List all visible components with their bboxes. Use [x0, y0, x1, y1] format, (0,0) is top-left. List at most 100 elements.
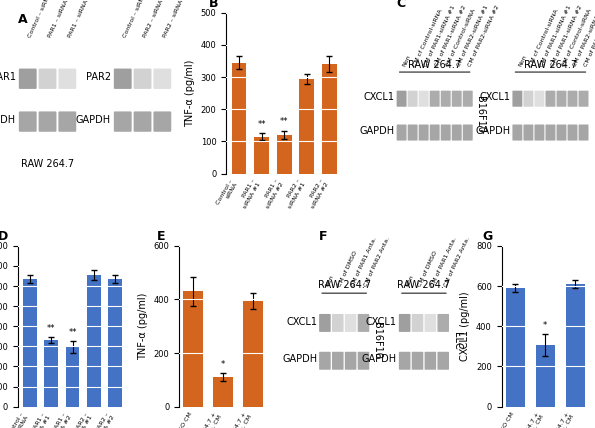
- Bar: [65, 348, 80, 407]
- Text: GAPDH: GAPDH: [76, 115, 111, 125]
- FancyBboxPatch shape: [399, 352, 411, 370]
- FancyBboxPatch shape: [437, 314, 449, 332]
- FancyBboxPatch shape: [534, 91, 544, 107]
- Text: CM of PAR2-siRNA #2: CM of PAR2-siRNA #2: [584, 4, 595, 67]
- FancyBboxPatch shape: [534, 125, 544, 140]
- Text: GAPDH: GAPDH: [282, 354, 317, 364]
- Text: **: **: [68, 328, 77, 337]
- FancyBboxPatch shape: [134, 111, 152, 132]
- Text: D: D: [0, 230, 8, 243]
- Text: PAR2: PAR2: [86, 72, 111, 82]
- FancyBboxPatch shape: [345, 314, 356, 332]
- Text: GAPDH: GAPDH: [0, 115, 16, 125]
- Text: CM of DMSO: CM of DMSO: [338, 250, 359, 288]
- Text: Non: Non: [402, 54, 412, 67]
- Text: CM of PAR1-siRNA #2: CM of PAR1-siRNA #2: [435, 4, 468, 67]
- FancyBboxPatch shape: [568, 91, 578, 107]
- Text: RAW 264.7: RAW 264.7: [524, 59, 577, 69]
- Y-axis label: TNF-α (pg/ml): TNF-α (pg/ml): [138, 293, 148, 360]
- Text: RAW 264.7: RAW 264.7: [397, 280, 450, 290]
- Text: CM of PAR2 Anta.: CM of PAR2 Anta.: [364, 236, 391, 288]
- FancyBboxPatch shape: [430, 125, 440, 140]
- FancyBboxPatch shape: [463, 125, 472, 140]
- FancyBboxPatch shape: [134, 68, 152, 89]
- Bar: [299, 79, 314, 174]
- FancyBboxPatch shape: [58, 68, 76, 89]
- FancyBboxPatch shape: [399, 314, 411, 332]
- Text: *: *: [221, 360, 225, 369]
- Text: B16F10: B16F10: [372, 322, 383, 359]
- Text: **: **: [47, 324, 55, 333]
- Bar: [243, 301, 262, 407]
- Text: LLC: LLC: [452, 332, 462, 349]
- FancyBboxPatch shape: [39, 68, 57, 89]
- Text: **: **: [257, 119, 266, 128]
- FancyBboxPatch shape: [58, 111, 76, 132]
- Text: CM of PAR1-siRNA #1: CM of PAR1-siRNA #1: [540, 4, 572, 67]
- FancyBboxPatch shape: [397, 125, 406, 140]
- Text: CM cf Control-siRNA: CM cf Control-siRNA: [528, 8, 559, 67]
- Text: PAR1 – siRNA #2: PAR1 – siRNA #2: [67, 0, 94, 39]
- FancyBboxPatch shape: [39, 111, 57, 132]
- Text: CM cf Control-siRNA: CM cf Control-siRNA: [412, 8, 444, 67]
- FancyBboxPatch shape: [430, 91, 440, 107]
- FancyBboxPatch shape: [437, 352, 449, 370]
- Text: RAW 264.7: RAW 264.7: [21, 158, 74, 169]
- Bar: [254, 137, 269, 174]
- Text: LLC: LLC: [591, 105, 595, 123]
- FancyBboxPatch shape: [512, 125, 522, 140]
- Text: B: B: [209, 0, 218, 9]
- Bar: [322, 64, 337, 174]
- FancyBboxPatch shape: [358, 352, 369, 370]
- FancyBboxPatch shape: [19, 68, 37, 89]
- Text: **: **: [280, 117, 289, 126]
- Text: CM of DMSO: CM of DMSO: [418, 250, 439, 288]
- Text: Non: Non: [325, 274, 335, 288]
- FancyBboxPatch shape: [578, 91, 588, 107]
- Text: RAW 264.7: RAW 264.7: [408, 59, 461, 69]
- Text: GAPDH: GAPDH: [362, 354, 397, 364]
- Text: CM of PAR2-siRNA #1: CM of PAR2-siRNA #1: [457, 4, 490, 67]
- Text: RAW 264.7: RAW 264.7: [318, 280, 371, 290]
- Bar: [87, 275, 101, 407]
- Text: GAPDH: GAPDH: [475, 126, 511, 136]
- FancyBboxPatch shape: [19, 111, 37, 132]
- FancyBboxPatch shape: [452, 125, 462, 140]
- FancyBboxPatch shape: [412, 314, 423, 332]
- Text: CM of PAR1-siRNA #1: CM of PAR1-siRNA #1: [424, 4, 456, 67]
- FancyBboxPatch shape: [114, 68, 131, 89]
- Text: CM of PAR1 Anta.: CM of PAR1 Anta.: [350, 236, 378, 288]
- Text: Non: Non: [405, 274, 415, 288]
- FancyBboxPatch shape: [463, 91, 472, 107]
- FancyBboxPatch shape: [546, 125, 555, 140]
- FancyBboxPatch shape: [319, 314, 331, 332]
- Text: Non: Non: [518, 54, 527, 67]
- Text: CM of PAR2-siRNA #2: CM of PAR2-siRNA #2: [468, 4, 501, 67]
- FancyBboxPatch shape: [524, 91, 533, 107]
- FancyBboxPatch shape: [397, 91, 406, 107]
- Text: C: C: [396, 0, 405, 9]
- FancyBboxPatch shape: [358, 314, 369, 332]
- FancyBboxPatch shape: [512, 91, 522, 107]
- Bar: [277, 135, 292, 174]
- FancyBboxPatch shape: [419, 91, 428, 107]
- Bar: [536, 345, 555, 407]
- FancyBboxPatch shape: [425, 352, 436, 370]
- FancyBboxPatch shape: [319, 352, 331, 370]
- Text: CM of PAR2-siRNA #1: CM of PAR2-siRNA #1: [572, 4, 595, 67]
- FancyBboxPatch shape: [546, 91, 555, 107]
- FancyBboxPatch shape: [578, 125, 588, 140]
- Text: CM of PAR1-siRNA #2: CM of PAR1-siRNA #2: [550, 4, 583, 67]
- Text: CM of PAR2 Anta.: CM of PAR2 Anta.: [443, 236, 471, 288]
- Text: GAPDH: GAPDH: [360, 126, 395, 136]
- FancyBboxPatch shape: [556, 91, 566, 107]
- Text: PAR2 – siRNA #1: PAR2 – siRNA #1: [143, 0, 169, 39]
- Bar: [566, 284, 585, 407]
- Text: PAR1: PAR1: [0, 72, 16, 82]
- Text: CXCL1: CXCL1: [286, 317, 317, 327]
- Text: PAR1 – siRNA #1: PAR1 – siRNA #1: [48, 0, 74, 39]
- FancyBboxPatch shape: [345, 352, 356, 370]
- FancyBboxPatch shape: [556, 125, 566, 140]
- Y-axis label: CXCL1 (pg/ml): CXCL1 (pg/ml): [461, 291, 471, 361]
- FancyBboxPatch shape: [441, 91, 450, 107]
